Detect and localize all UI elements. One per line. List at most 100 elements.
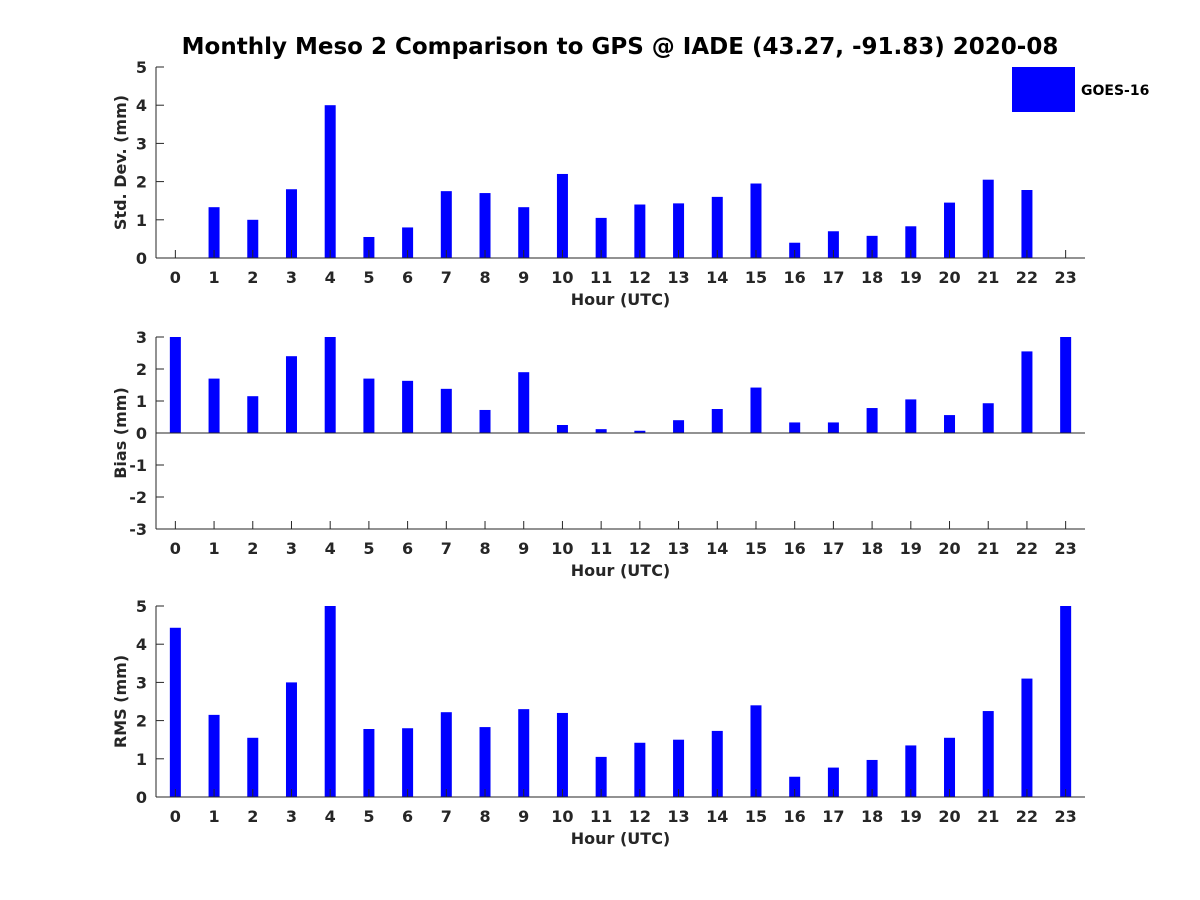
x-tick-label-std-dev: 4 [325, 268, 336, 287]
bar-rms-h7 [440, 712, 452, 797]
y-tick-label-std-dev: 2 [136, 173, 147, 192]
bar-std-dev-h13 [673, 203, 685, 258]
bar-std-dev-h12 [634, 204, 646, 258]
bar-rms-h22 [1021, 678, 1033, 797]
bar-rms-h3 [285, 682, 297, 797]
x-tick-label-rms: 22 [1016, 807, 1038, 826]
bar-bias-h10 [556, 425, 568, 433]
y-axis-label-rms: RMS (mm) [111, 655, 130, 748]
x-tick-label-rms: 5 [363, 807, 374, 826]
y-tick-label-std-dev: 1 [136, 211, 147, 230]
x-tick-label-bias: 0 [170, 539, 181, 558]
x-tick-label-std-dev: 14 [706, 268, 728, 287]
x-tick-label-std-dev: 22 [1016, 268, 1038, 287]
x-tick-label-bias: 12 [629, 539, 651, 558]
bar-bias-h0 [169, 337, 181, 433]
bar-rms-h14 [711, 730, 723, 797]
x-tick-label-std-dev: 18 [861, 268, 883, 287]
x-tick-label-rms: 12 [629, 807, 651, 826]
x-tick-label-bias: 9 [518, 539, 529, 558]
bar-std-dev-h22 [1021, 190, 1033, 258]
bar-bias-h23 [1060, 337, 1072, 433]
x-tick-label-std-dev: 1 [208, 268, 219, 287]
x-axis-label-bias: Hour (UTC) [571, 561, 671, 580]
x-tick-label-rms: 4 [325, 807, 336, 826]
bar-rms-h10 [556, 712, 568, 797]
x-tick-label-rms: 23 [1055, 807, 1077, 826]
y-tick-label-bias: 0 [136, 424, 147, 443]
bar-bias-h16 [789, 422, 801, 433]
bar-bias-h19 [905, 399, 917, 433]
x-tick-label-std-dev: 2 [247, 268, 258, 287]
y-tick-label-std-dev: 4 [136, 96, 147, 115]
x-tick-label-std-dev: 21 [977, 268, 999, 287]
y-tick-label-bias: 1 [136, 392, 147, 411]
x-tick-label-bias: 15 [745, 539, 767, 558]
bar-rms-h13 [673, 739, 685, 797]
x-tick-label-rms: 20 [938, 807, 960, 826]
x-tick-label-std-dev: 8 [479, 268, 490, 287]
x-tick-label-rms: 2 [247, 807, 258, 826]
x-tick-label-std-dev: 6 [402, 268, 413, 287]
bar-std-dev-h19 [905, 226, 917, 258]
x-tick-label-rms: 13 [667, 807, 689, 826]
x-tick-label-rms: 17 [822, 807, 844, 826]
y-tick-label-bias: 2 [136, 360, 147, 379]
bar-std-dev-h5 [363, 236, 375, 258]
y-tick-label-std-dev: 0 [136, 249, 147, 268]
x-tick-label-std-dev: 7 [441, 268, 452, 287]
x-tick-label-std-dev: 3 [286, 268, 297, 287]
bar-std-dev-h6 [402, 227, 414, 258]
x-tick-label-bias: 18 [861, 539, 883, 558]
x-tick-label-rms: 19 [900, 807, 922, 826]
x-tick-label-std-dev: 11 [590, 268, 612, 287]
bar-bias-h7 [440, 388, 452, 433]
bar-std-dev-h7 [440, 191, 452, 258]
x-tick-label-rms: 7 [441, 807, 452, 826]
bar-rms-h16 [789, 776, 801, 797]
bar-std-dev-h15 [750, 183, 762, 258]
bar-rms-h23 [1060, 606, 1072, 797]
bar-rms-h17 [827, 767, 839, 797]
x-tick-label-bias: 21 [977, 539, 999, 558]
y-axis-label-std-dev: Std. Dev. (mm) [111, 95, 130, 230]
bar-rms-h9 [518, 709, 530, 797]
x-tick-label-std-dev: 10 [551, 268, 573, 287]
legend-swatch [1012, 67, 1075, 112]
bar-rms-h4 [324, 606, 336, 797]
x-tick-label-rms: 6 [402, 807, 413, 826]
x-tick-label-bias: 6 [402, 539, 413, 558]
x-tick-label-std-dev: 12 [629, 268, 651, 287]
bar-rms-h15 [750, 705, 762, 797]
bar-rms-h18 [866, 759, 878, 797]
x-tick-label-bias: 17 [822, 539, 844, 558]
bar-bias-h17 [827, 422, 839, 433]
bar-std-dev-h18 [866, 235, 878, 258]
bar-bias-h2 [247, 396, 259, 433]
y-axis-label-bias: Bias (mm) [111, 387, 130, 479]
x-tick-label-std-dev: 15 [745, 268, 767, 287]
legend: GOES-16 [1012, 67, 1149, 112]
x-tick-label-rms: 15 [745, 807, 767, 826]
x-tick-label-bias: 23 [1055, 539, 1077, 558]
bar-bias-h6 [402, 380, 414, 433]
x-tick-label-rms: 11 [590, 807, 612, 826]
x-tick-label-std-dev: 20 [938, 268, 960, 287]
x-tick-label-bias: 19 [900, 539, 922, 558]
bar-bias-h9 [518, 372, 530, 433]
x-tick-label-bias: 5 [363, 539, 374, 558]
y-tick-label-bias: -1 [129, 456, 147, 475]
bar-bias-h22 [1021, 351, 1033, 433]
x-tick-label-std-dev: 17 [822, 268, 844, 287]
y-tick-label-bias: -2 [129, 488, 147, 507]
x-tick-label-rms: 10 [551, 807, 573, 826]
bar-rms-h19 [905, 745, 917, 797]
bar-std-dev-h20 [944, 202, 956, 258]
bar-std-dev-h17 [827, 231, 839, 258]
y-tick-label-rms: 3 [136, 673, 147, 692]
x-tick-label-rms: 8 [479, 807, 490, 826]
x-axis-label-rms: Hour (UTC) [571, 829, 671, 848]
y-tick-label-rms: 1 [136, 750, 147, 769]
